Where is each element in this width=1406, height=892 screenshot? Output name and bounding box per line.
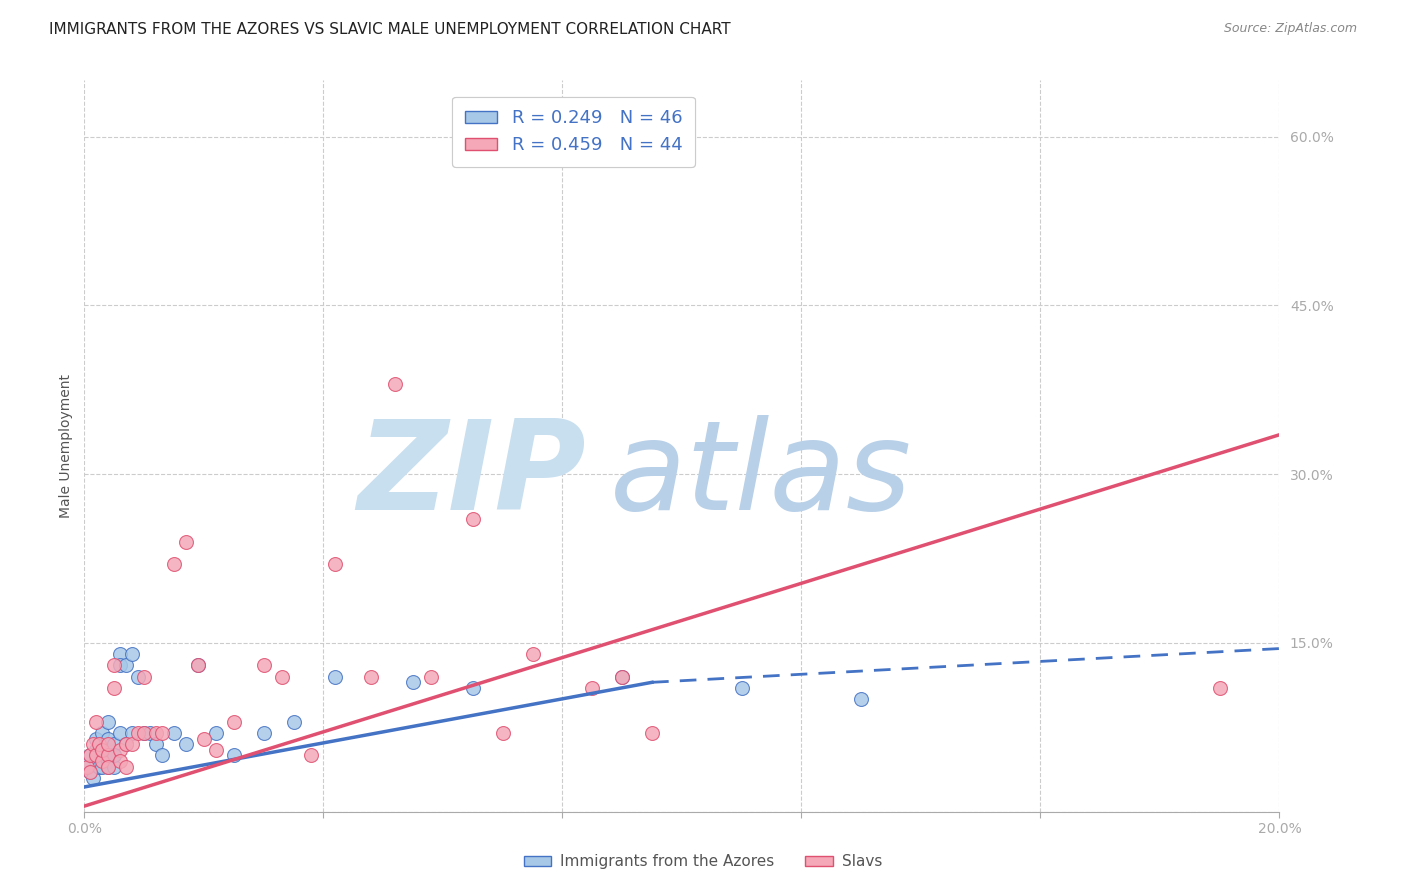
Point — [97, 731, 120, 746]
Text: ZIP: ZIP — [357, 415, 586, 536]
Point — [79, 748, 101, 763]
Point — [193, 731, 215, 746]
Point — [851, 692, 873, 706]
Point — [91, 726, 114, 740]
Point — [205, 743, 228, 757]
Point — [121, 647, 143, 661]
Point — [139, 726, 162, 740]
Point — [270, 670, 292, 684]
Point — [103, 760, 125, 774]
Point — [360, 670, 382, 684]
Point — [97, 760, 120, 774]
Point — [110, 743, 132, 757]
Point — [115, 737, 138, 751]
Point — [253, 726, 276, 740]
Point — [492, 726, 515, 740]
Legend: R = 0.249   N = 46, R = 0.459   N = 44: R = 0.249 N = 46, R = 0.459 N = 44 — [451, 96, 695, 167]
Point — [163, 557, 186, 571]
Point — [121, 737, 143, 751]
Point — [103, 658, 125, 673]
Point — [222, 714, 245, 729]
Point — [110, 658, 132, 673]
Point — [97, 754, 120, 768]
Point — [145, 726, 167, 740]
Point — [91, 743, 114, 757]
Point — [91, 760, 114, 774]
Point — [76, 760, 98, 774]
Point — [97, 714, 120, 729]
Point — [115, 658, 138, 673]
Point — [132, 670, 156, 684]
Point — [612, 670, 634, 684]
Point — [420, 670, 443, 684]
Point — [163, 726, 186, 740]
Point — [205, 726, 228, 740]
Point — [127, 670, 149, 684]
Point — [325, 557, 347, 571]
Point — [79, 765, 101, 780]
Point — [91, 754, 114, 768]
Point — [132, 726, 156, 740]
Point — [115, 737, 138, 751]
Point — [110, 754, 132, 768]
Point — [384, 377, 406, 392]
Point — [97, 743, 120, 757]
Point — [110, 726, 132, 740]
Point — [97, 760, 120, 774]
Point — [86, 714, 108, 729]
Point — [79, 765, 101, 780]
Point — [325, 670, 347, 684]
Point — [461, 681, 484, 695]
Point — [82, 737, 104, 751]
Point — [222, 748, 245, 763]
Point — [150, 748, 173, 763]
Point — [91, 743, 114, 757]
Y-axis label: Male Unemployment: Male Unemployment — [59, 374, 73, 518]
Point — [127, 726, 149, 740]
Point — [103, 737, 125, 751]
Point — [1209, 681, 1232, 695]
Point — [641, 726, 664, 740]
Point — [253, 658, 276, 673]
Point — [86, 748, 108, 763]
Legend: Immigrants from the Azores, Slavs: Immigrants from the Azores, Slavs — [517, 848, 889, 875]
Point — [82, 771, 104, 785]
Point — [174, 534, 197, 549]
Point — [522, 647, 544, 661]
Text: Source: ZipAtlas.com: Source: ZipAtlas.com — [1223, 22, 1357, 36]
Point — [461, 512, 484, 526]
Point — [79, 748, 101, 763]
Point — [103, 681, 125, 695]
Point — [150, 726, 173, 740]
Point — [86, 743, 108, 757]
Point — [103, 748, 125, 763]
Point — [731, 681, 754, 695]
Point — [86, 754, 108, 768]
Point — [91, 748, 114, 763]
Point — [76, 760, 98, 774]
Point — [121, 726, 143, 740]
Point — [103, 748, 125, 763]
Point — [283, 714, 305, 729]
Point — [581, 681, 603, 695]
Point — [402, 675, 425, 690]
Point — [187, 658, 209, 673]
Point — [115, 760, 138, 774]
Point — [97, 737, 120, 751]
Point — [110, 647, 132, 661]
Point — [145, 737, 167, 751]
Text: atlas: atlas — [610, 415, 912, 536]
Point — [187, 658, 209, 673]
Point — [89, 760, 111, 774]
Point — [132, 726, 156, 740]
Point — [97, 748, 120, 763]
Text: IMMIGRANTS FROM THE AZORES VS SLAVIC MALE UNEMPLOYMENT CORRELATION CHART: IMMIGRANTS FROM THE AZORES VS SLAVIC MAL… — [49, 22, 731, 37]
Point — [86, 731, 108, 746]
Point — [612, 670, 634, 684]
Point — [89, 737, 111, 751]
Point — [174, 737, 197, 751]
Point — [301, 748, 323, 763]
